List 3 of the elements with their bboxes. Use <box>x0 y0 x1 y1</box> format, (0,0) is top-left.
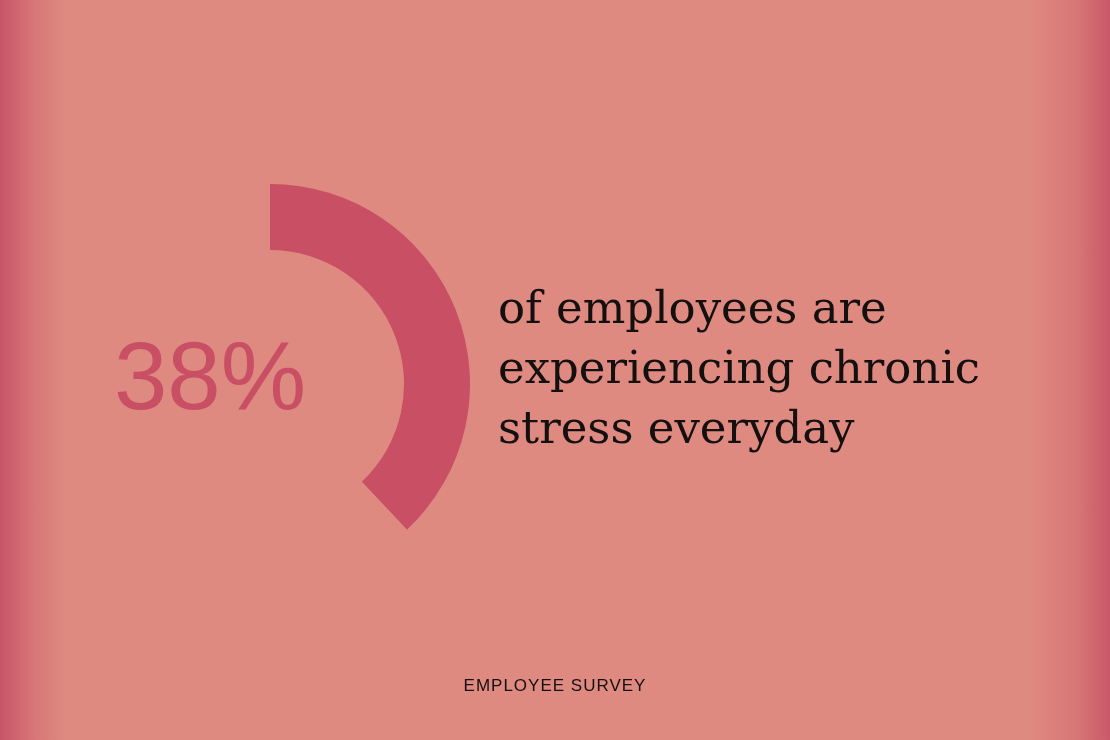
text: of employees are experiencing chronic stress everyday <box>498 280 981 456</box>
text: EMPLOYEE SURVEY <box>462 676 648 696</box>
text: 38% <box>112 322 308 429</box>
